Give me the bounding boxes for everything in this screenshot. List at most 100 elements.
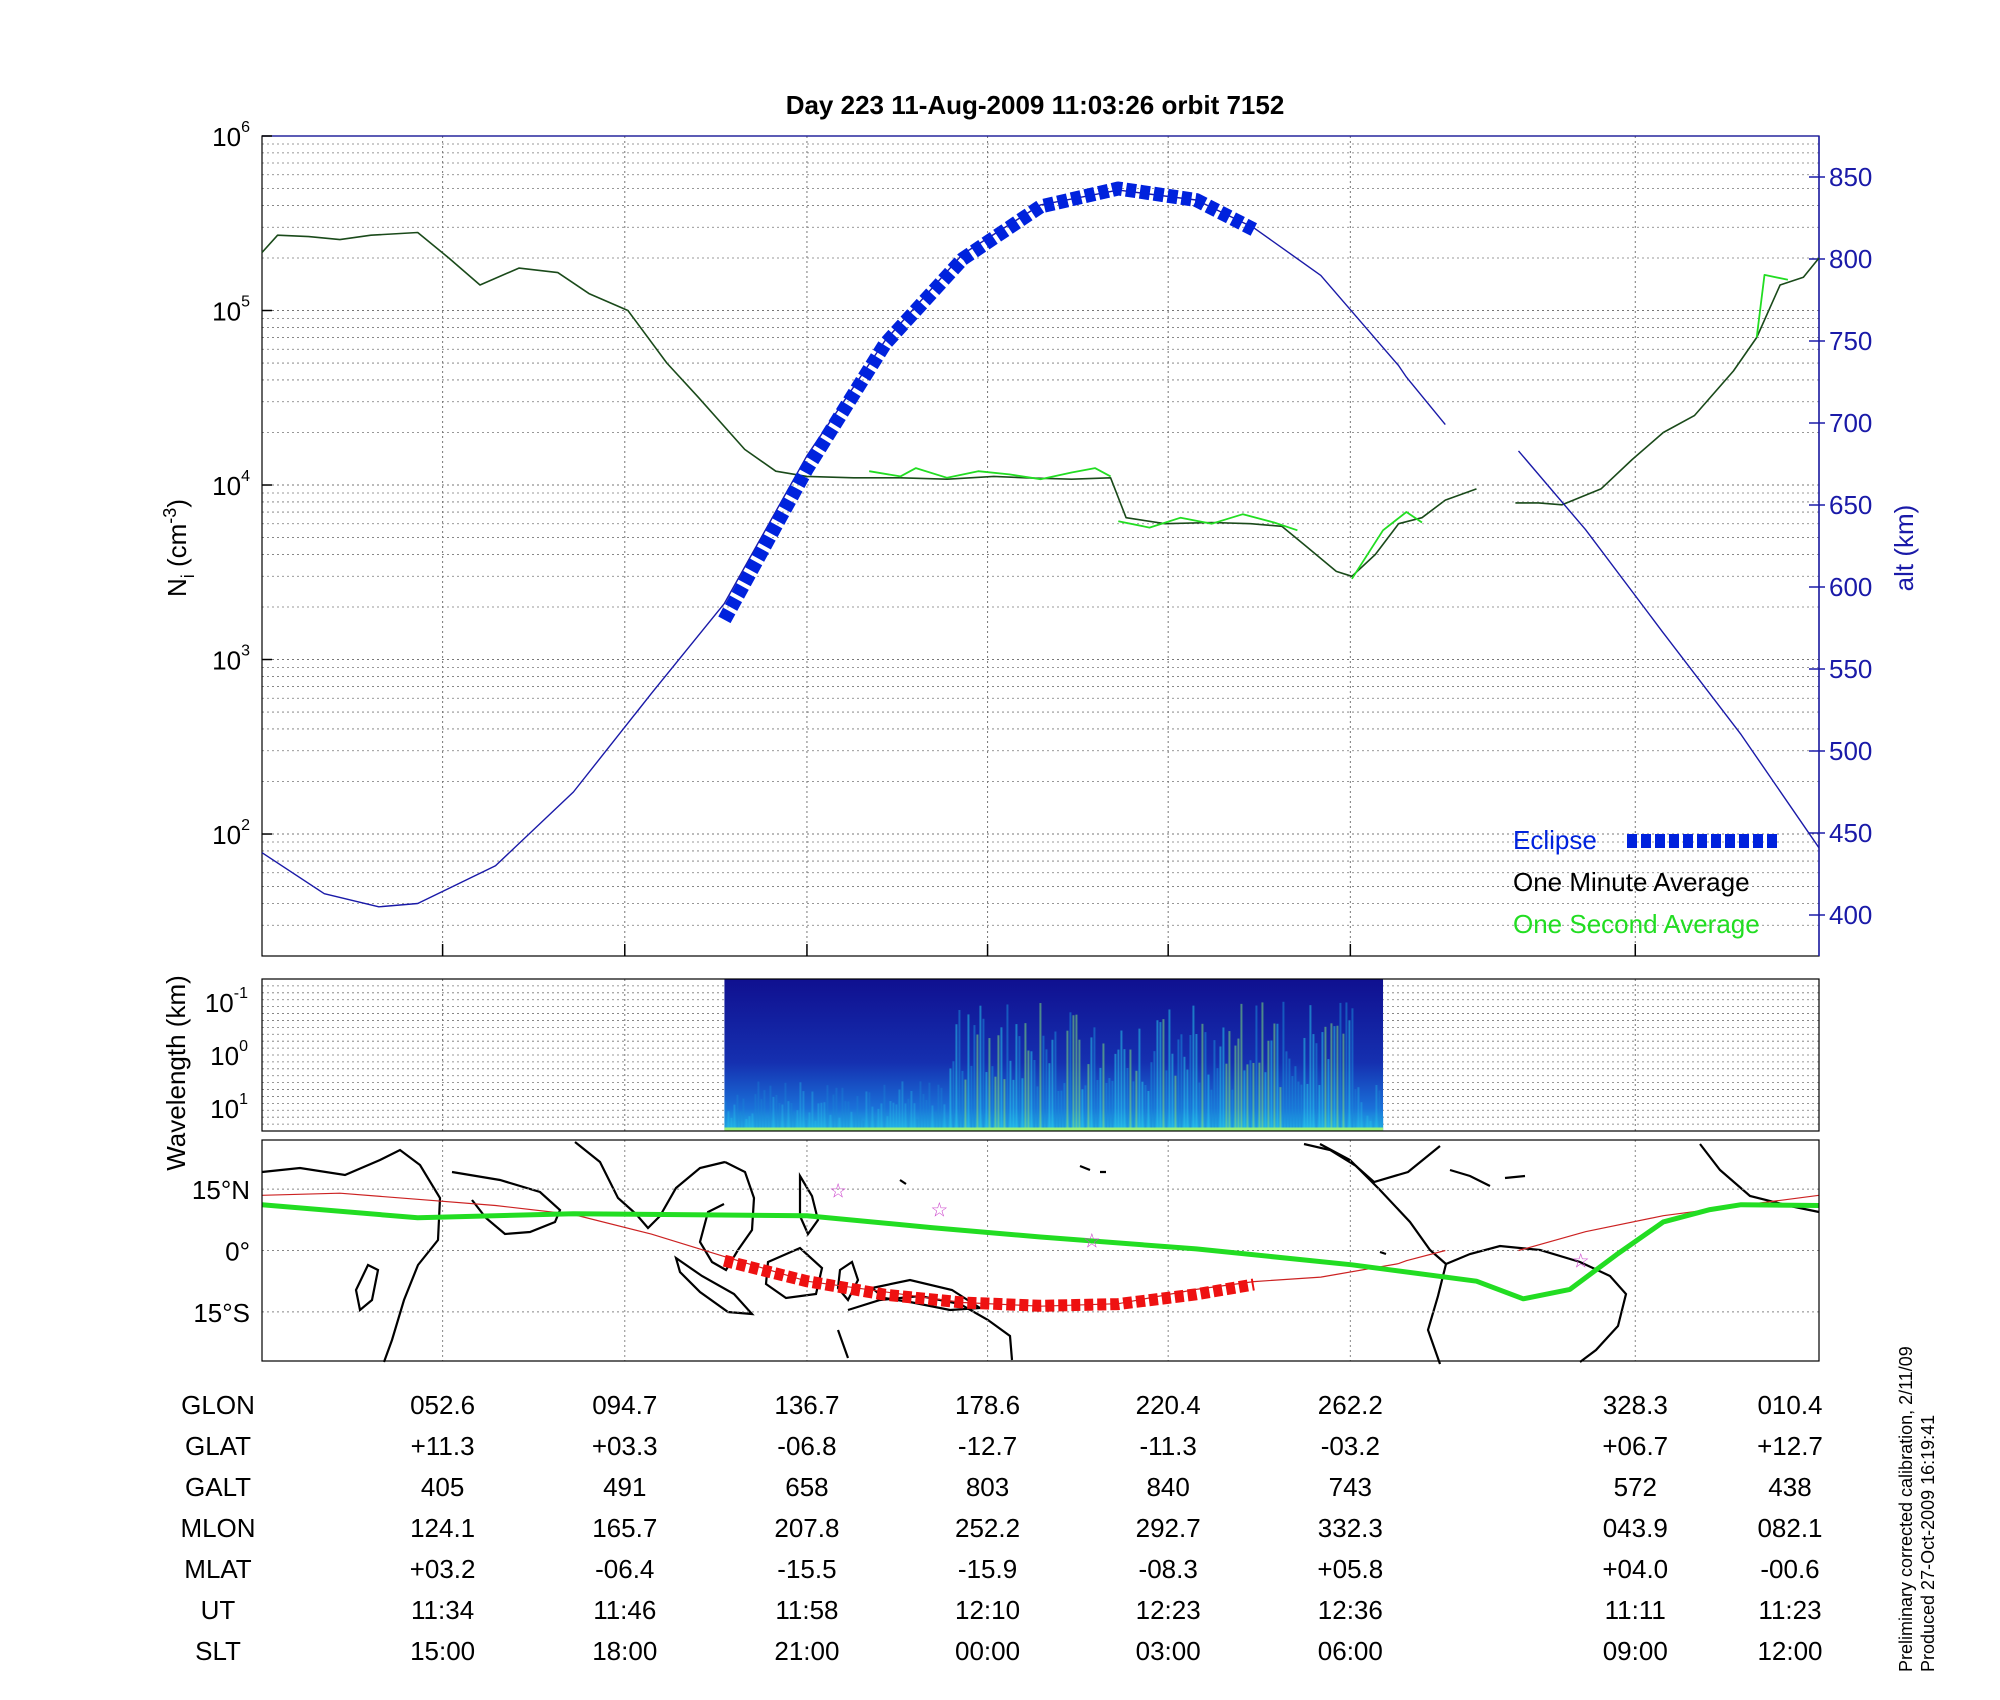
ylabel-sub: i [178, 574, 198, 578]
spectrogram-streak [928, 1082, 931, 1131]
series-one-second-average-segment [1755, 273, 1789, 338]
spectrogram-streak [961, 1070, 964, 1131]
tick-exp: 3 [241, 643, 250, 660]
spectrogram-streak [946, 1117, 949, 1131]
y-tick-label-right: 550 [1829, 654, 1872, 684]
spectrogram-streak [1288, 1058, 1291, 1131]
spectrogram-streak [985, 1072, 988, 1131]
spectrogram-streak [1069, 1012, 1072, 1131]
spectrogram-streak [1210, 1089, 1213, 1131]
spectrogram-streak [871, 1106, 874, 1131]
spectrogram-streak [844, 1101, 847, 1131]
north-america-coast [1303, 1142, 1441, 1184]
spectrogram-streak [1078, 1039, 1081, 1131]
spectrogram-streak [1102, 1043, 1105, 1131]
table-cell: 11:58 [775, 1595, 839, 1625]
spectrogram-streak [793, 1111, 796, 1131]
spectrogram-streak [1105, 1082, 1108, 1131]
spectrogram-streak [1150, 1062, 1153, 1131]
tick-base: 10 [210, 1041, 239, 1071]
table-cell: 252.2 [955, 1513, 1021, 1543]
india-coast [574, 1141, 726, 1230]
spectrogram-streak [862, 1120, 865, 1131]
spectrogram-streak [1240, 1003, 1243, 1131]
spectrogram-streak [952, 1061, 955, 1131]
spectrogram-streak [1249, 1060, 1252, 1131]
spectrogram-background [724, 979, 1384, 1131]
spectrogram-streak [1324, 1026, 1327, 1131]
table-cell: 11:11 [1604, 1595, 1666, 1625]
spectrogram-streak [1255, 1005, 1258, 1131]
tick-base: 10 [212, 122, 241, 152]
star-marker: ☆ [829, 1180, 847, 1202]
table-cell: 00:00 [955, 1636, 1021, 1666]
table-cell: +04.0 [1602, 1554, 1669, 1584]
spectrogram-streak [913, 1103, 916, 1131]
spectrogram-image [724, 979, 1384, 1131]
table-cell: 03:00 [1135, 1636, 1201, 1666]
spectrogram-streak [1024, 1023, 1027, 1131]
spectrogram-streak [1000, 1027, 1003, 1131]
spectrogram-streak [940, 1087, 943, 1131]
spectrogram-streak [976, 1034, 979, 1131]
spectrogram-streak [778, 1102, 781, 1131]
spectrogram-streak [1261, 1002, 1264, 1131]
spectrogram-streak [1381, 1116, 1384, 1131]
spectrogram-streak [1156, 1020, 1159, 1131]
spectrogram-streak [805, 1120, 808, 1131]
spectrogram-streak [916, 1118, 919, 1131]
spectrogram-streak [1039, 1003, 1042, 1131]
spectrogram-streak [1159, 1022, 1162, 1131]
spectrogram-streak [1177, 1039, 1180, 1131]
table-cell: 052.6 [410, 1390, 476, 1420]
table-cell: 332.3 [1317, 1513, 1383, 1543]
tick-exp: 6 [241, 119, 250, 136]
spectrogram-streak [1189, 1034, 1192, 1131]
spectrogram-streak [1147, 1090, 1150, 1131]
mid-plot-frame [261, 978, 1820, 1132]
spectrogram-streak [1063, 1083, 1066, 1131]
spectrogram-streak [1081, 1089, 1084, 1131]
caribbean-coast [1449, 1168, 1526, 1187]
spectrogram-streak [757, 1081, 760, 1131]
spectrogram-streak [994, 1076, 997, 1131]
spectrogram-streak [892, 1102, 895, 1131]
spectrogram-streak [799, 1082, 802, 1131]
spectrogram-streak [1057, 1090, 1060, 1131]
spectrogram-streak [964, 1079, 967, 1131]
spectrogram-streak [751, 1113, 754, 1131]
table-cell: 09:00 [1602, 1636, 1668, 1666]
tick-base: 10 [212, 297, 241, 327]
spectrogram-streak [889, 1101, 892, 1131]
map-tick-label: 15°S [193, 1298, 250, 1328]
series-alt-km--segment [1517, 450, 1820, 849]
spectrogram-streak [1045, 1049, 1048, 1131]
spectrogram-streak [1003, 1079, 1006, 1131]
tick-base: 10 [212, 471, 241, 501]
spectrogram-streak [763, 1090, 766, 1131]
spectrogram-streak [1093, 1027, 1096, 1131]
y-tick-label-right: 750 [1829, 326, 1872, 356]
spectrogram-streak [1306, 1083, 1309, 1131]
spectrogram-streak [1090, 1037, 1093, 1131]
spectrogram-streak [886, 1116, 889, 1131]
ylabel-rest: (cm [162, 524, 192, 575]
spectrogram-streak [1267, 1040, 1270, 1131]
spectrogram-streak [766, 1117, 769, 1131]
spectrogram-streak [1141, 1081, 1144, 1131]
spectrogram-streak [1135, 1070, 1138, 1131]
spectrogram-streak [1309, 1005, 1312, 1131]
spectrogram-streak [1180, 1034, 1183, 1131]
table-row-label: MLAT [184, 1554, 252, 1584]
chart-title: Day 223 11-Aug-2009 11:03:26 orbit 7152 [786, 90, 1285, 120]
spectrogram-streak [949, 1068, 952, 1131]
spectrogram-streak [1123, 1049, 1126, 1131]
spectrogram-streak [1282, 1001, 1285, 1131]
spectrogram-streak [1246, 1064, 1249, 1131]
y-tick-label-left: 106 [212, 119, 250, 152]
pacific-islands [899, 1164, 1387, 1256]
spectrogram-streak [724, 1101, 727, 1131]
